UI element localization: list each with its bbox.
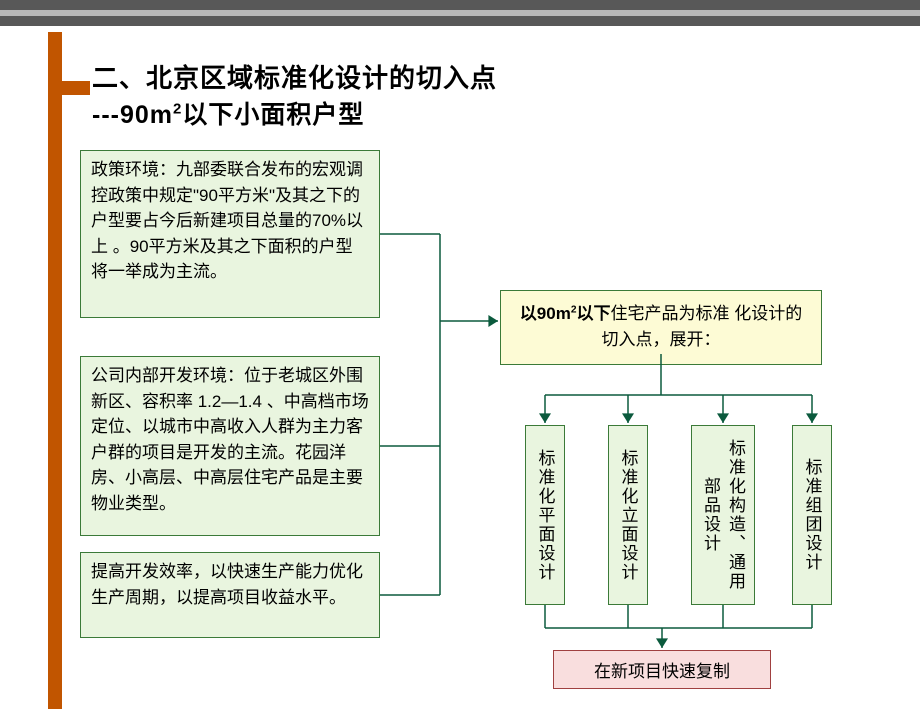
slide-content: 二、北京区域标准化设计的切入点 ---90m2以下小面积户型 政策环境：九部委联… [0, 32, 920, 709]
title-line-2: ---90m2以下小面积户型 [92, 95, 497, 131]
entry-rest: 住宅产品为标准 化设计的切入点，展开： [602, 304, 803, 349]
branch-cluster-design: 标准组团设计 [792, 425, 832, 605]
header-stripes [0, 0, 920, 32]
slide-title: 二、北京区域标准化设计的切入点 ---90m2以下小面积户型 [92, 58, 497, 131]
branch-plan-design-text: 标准化平面设计 [533, 449, 558, 582]
input-box-policy: 政策环境：九部委联合发布的宏观调控政策中规定"90平方米"及其之下的户型要占今后… [80, 150, 380, 318]
entry-point-box: 以90m2以下住宅产品为标准 化设计的切入点，展开： [500, 290, 822, 365]
entry-bold: 以下 [576, 304, 610, 323]
title-line2-sup: 2 [173, 101, 182, 118]
stripe-dark-2 [0, 16, 920, 26]
side-accent-bar [48, 32, 62, 709]
branch-facade-design: 标准化立面设计 [608, 425, 648, 605]
input-box-company-text: 公司内部开发环境：位于老城区外围新区、容积率 1.2—1.4 、中高档市场定位、… [91, 366, 369, 513]
input-box-efficiency-text: 提高开发效率，以快速生产能力优化生产周期，以提高项目收益水平。 [91, 562, 363, 607]
title-line2-prefix: ---90m [92, 101, 173, 129]
branch-construction-design-text: 标准化构造、通用部品设计 [698, 434, 748, 596]
title-line2-suffix: 以下小面积户型 [182, 101, 364, 129]
branch-plan-design: 标准化平面设计 [525, 425, 565, 605]
entry-prefix: 以90m [520, 304, 571, 323]
branch-construction-design: 标准化构造、通用部品设计 [691, 425, 755, 605]
branch-facade-design-text: 标准化立面设计 [616, 449, 641, 582]
input-box-efficiency: 提高开发效率，以快速生产能力优化生产周期，以提高项目收益水平。 [80, 552, 380, 638]
input-box-company: 公司内部开发环境：位于老城区外围新区、容积率 1.2—1.4 、中高档市场定位、… [80, 356, 380, 536]
input-box-policy-text: 政策环境：九部委联合发布的宏观调控政策中规定"90平方米"及其之下的户型要占今后… [91, 160, 363, 281]
stripe-dark-1 [0, 0, 920, 10]
output-box-replicate: 在新项目快速复制 [553, 650, 771, 689]
title-line-1: 二、北京区域标准化设计的切入点 [92, 58, 497, 95]
branch-cluster-design-text: 标准组团设计 [800, 458, 825, 572]
title-accent-box [62, 81, 90, 95]
output-box-replicate-text: 在新项目快速复制 [594, 662, 730, 681]
